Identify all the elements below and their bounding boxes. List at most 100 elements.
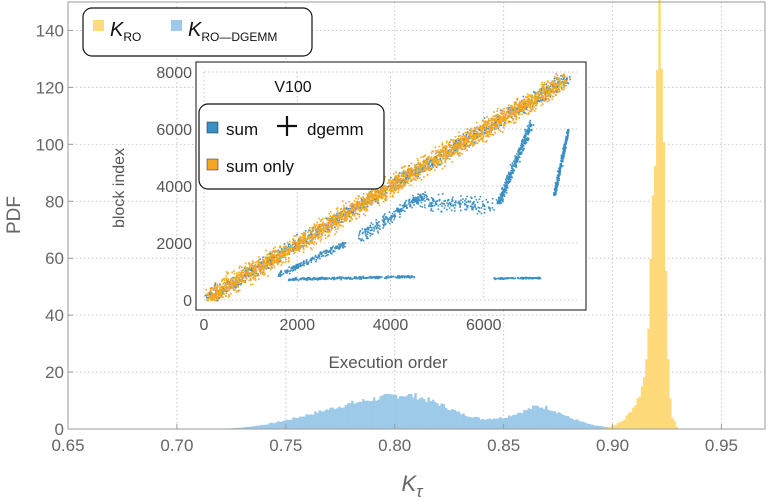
scatter-point	[280, 271, 283, 274]
scatter-point	[391, 221, 394, 224]
scatter-point	[329, 252, 332, 254]
scatter-point	[551, 98, 553, 101]
scatter-point	[526, 125, 529, 127]
scatter-point	[487, 126, 490, 128]
scatter-point	[469, 144, 472, 146]
histogram-bar	[290, 419, 293, 429]
scatter-point	[458, 200, 461, 203]
scatter-point	[234, 285, 237, 288]
scatter-point	[276, 257, 278, 260]
scatter-point	[335, 247, 338, 249]
scatter-point	[427, 166, 429, 169]
histogram-bar	[666, 359, 670, 429]
histogram-bar	[507, 415, 511, 429]
scatter-point	[299, 262, 301, 265]
scatter-point	[518, 156, 520, 159]
scatter-point	[524, 105, 527, 108]
scatter-point	[225, 290, 228, 293]
scatter-point	[391, 215, 393, 218]
scatter-point	[311, 242, 313, 245]
scatter-point	[531, 107, 534, 110]
scatter-point	[415, 174, 418, 176]
scatter-point	[540, 89, 543, 92]
scatter-point	[225, 281, 228, 284]
scatter-point	[455, 201, 457, 204]
scatter-point	[294, 278, 297, 281]
scatter-point	[493, 111, 495, 113]
scatter-point	[368, 226, 371, 229]
scatter-point	[474, 206, 477, 208]
scatter-point	[444, 145, 447, 147]
scatter-point	[439, 163, 442, 166]
scatter-point	[514, 158, 517, 161]
scatter-point	[313, 278, 316, 281]
scatter-point	[393, 210, 395, 213]
histogram-bar	[499, 417, 502, 429]
scatter-point	[522, 95, 525, 98]
scatter-point	[502, 200, 504, 203]
scatter-point	[496, 113, 499, 116]
scatter-point	[401, 180, 404, 182]
scatter-point	[376, 275, 379, 278]
scatter-point	[409, 177, 411, 179]
scatter-point	[384, 190, 387, 193]
scatter-point	[222, 287, 225, 290]
scatter-point	[222, 282, 224, 285]
scatter-point	[554, 85, 556, 87]
scatter-point	[540, 104, 543, 107]
scatter-point	[367, 194, 370, 197]
scatter-point	[455, 145, 458, 148]
scatter-point	[460, 195, 462, 197]
scatter-point	[540, 101, 543, 103]
scatter-point	[298, 242, 301, 244]
scatter-point	[428, 205, 430, 208]
scatter-point	[259, 258, 261, 261]
scatter-point	[409, 180, 412, 183]
scatter-point	[397, 210, 399, 213]
scatter-point	[471, 203, 474, 206]
scatter-point	[458, 154, 460, 157]
histogram-bar	[547, 409, 550, 429]
scatter-point	[350, 203, 352, 205]
histogram-bar	[338, 406, 341, 429]
histogram-bar	[671, 417, 674, 429]
scatter-point	[481, 126, 484, 129]
scatter-point	[507, 180, 510, 182]
scatter-point	[235, 281, 237, 284]
scatter-point	[335, 219, 338, 221]
scatter-point	[287, 245, 290, 248]
histogram-bar	[298, 416, 302, 429]
scatter-point	[295, 246, 297, 248]
scatter-point	[223, 279, 226, 281]
scatter-point	[252, 273, 254, 276]
scatter-point	[353, 213, 355, 215]
scatter-point	[315, 229, 317, 232]
scatter-point	[378, 227, 380, 230]
histogram-bar	[664, 270, 668, 429]
scatter-point	[376, 191, 379, 194]
scatter-point	[536, 92, 538, 95]
scatter-point	[425, 158, 428, 161]
histogram-bar	[357, 401, 361, 429]
scatter-point	[279, 250, 281, 253]
scatter-point	[320, 276, 323, 279]
scatter-point	[475, 207, 478, 210]
scatter-point	[406, 181, 408, 184]
scatter-point	[366, 230, 369, 233]
scatter-point	[553, 191, 556, 194]
scatter-point	[376, 191, 379, 193]
scatter-point	[432, 199, 435, 201]
scatter-point	[432, 156, 435, 159]
scatter-point	[359, 276, 362, 278]
scatter-point	[555, 193, 557, 196]
scatter-point	[493, 128, 496, 131]
scatter-point	[228, 294, 230, 296]
scatter-point	[539, 277, 542, 280]
scatter-point	[441, 193, 444, 195]
scatter-point	[529, 123, 531, 126]
histogram-bar	[453, 410, 457, 429]
scatter-point	[411, 169, 414, 171]
scatter-point	[522, 136, 525, 139]
scatter-point	[411, 201, 414, 204]
scatter-point	[266, 264, 268, 267]
